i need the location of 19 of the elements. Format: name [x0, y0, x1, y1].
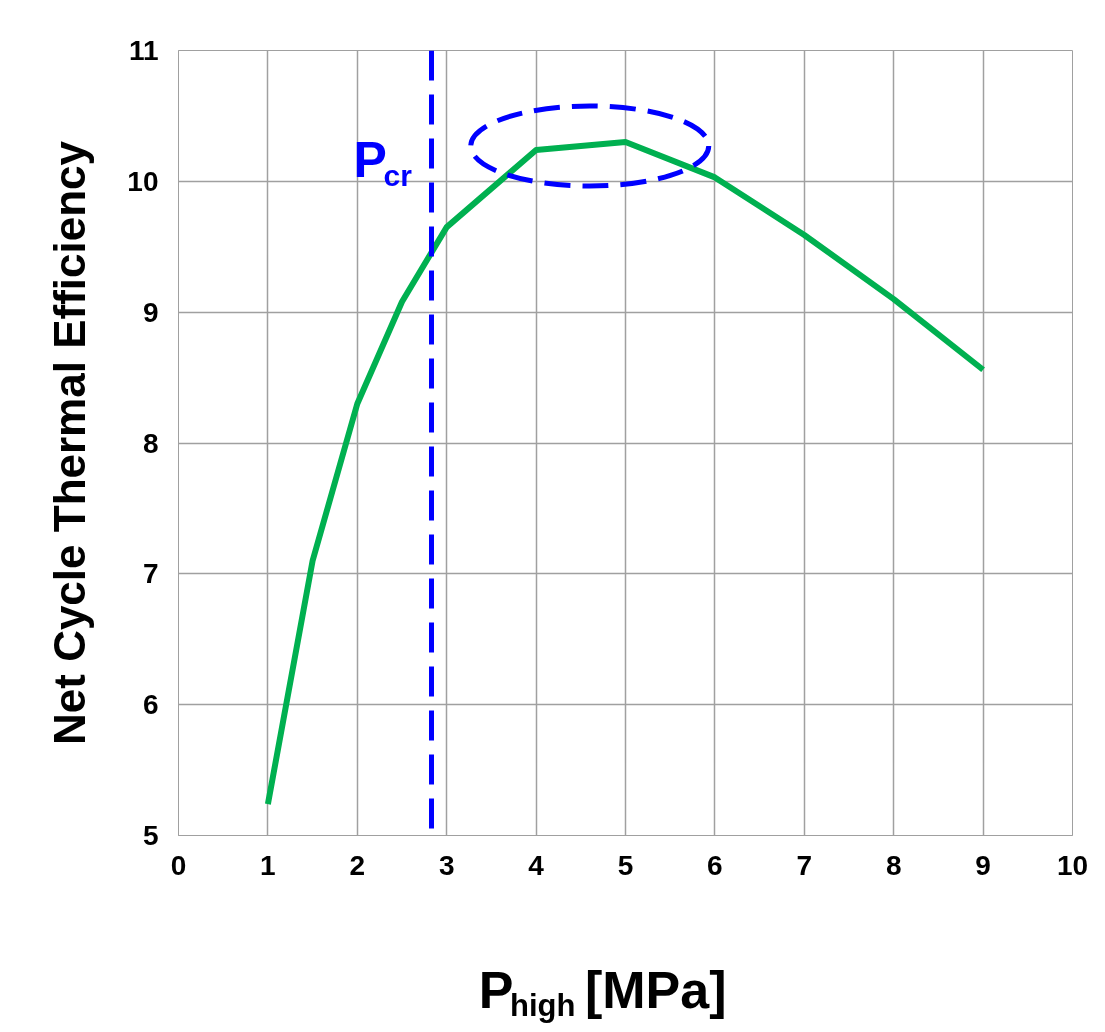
x-tick-label: 0 [170, 849, 187, 881]
x-tick-label: 2 [349, 849, 366, 881]
y-tick-label: 9 [142, 296, 159, 328]
x-tick-label: 8 [885, 849, 902, 881]
y-axis-title: Net Cycle Thermal Efficiency [45, 140, 95, 746]
y-tick-label: 11 [128, 35, 159, 66]
y-tick-label: 8 [142, 427, 159, 459]
y-tick-label: 6 [142, 689, 159, 721]
x-tick-label: 1 [260, 849, 276, 881]
y-tick-label: 7 [142, 558, 159, 590]
x-tick-label: 7 [796, 849, 813, 881]
x-tick-label: 9 [975, 849, 991, 881]
x-tick-label: 10 [1056, 849, 1089, 881]
y-tick-label: 10 [127, 165, 159, 197]
x-tick-label: 4 [528, 849, 545, 881]
y-tick-label: 5 [142, 820, 159, 851]
x-tick-label: 3 [438, 849, 455, 881]
x-tick-label: 5 [617, 849, 634, 881]
x-tick-label: 6 [707, 849, 723, 881]
